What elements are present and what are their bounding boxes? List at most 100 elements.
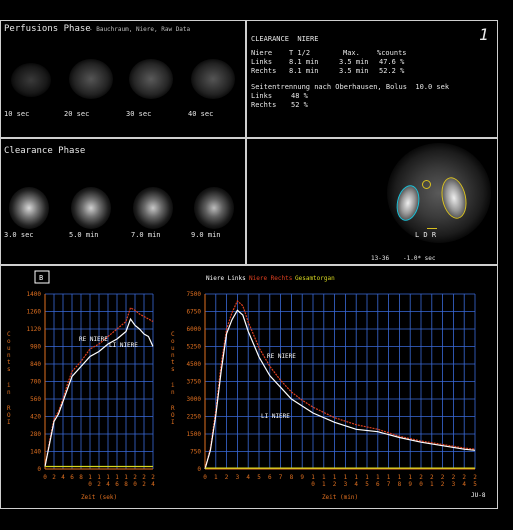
x-tick-label: 2	[441, 481, 445, 488]
x-tick-label: 1	[322, 481, 326, 488]
x-tick-label: 4	[61, 474, 65, 481]
x-tick-label: 1	[430, 481, 434, 488]
y-tick-label: 1500	[187, 431, 202, 438]
x-tick-label: 2	[452, 474, 456, 481]
x-tick-label: 6	[70, 474, 74, 481]
x-tick-label: 2	[333, 481, 337, 488]
series-line	[204, 300, 476, 470]
y-tick-label: 6000	[187, 326, 202, 333]
y-tick-label: 750	[190, 449, 201, 456]
x-tick-label: 2	[441, 474, 445, 481]
y-tick-label: 420	[30, 414, 41, 421]
x-tick-label: 1	[115, 474, 119, 481]
legend-rechts: Niere Rechts	[249, 275, 293, 282]
clearance-header: CLEARANCE NIERE	[251, 35, 319, 43]
x-tick-label: 0	[203, 474, 207, 481]
row-links-counts: 47.6 %	[379, 58, 405, 66]
x-tick-label: 1	[398, 474, 402, 481]
separation-links-label: Links	[251, 92, 273, 100]
clearance-image-4	[194, 187, 234, 229]
y-tick-label: 2250	[187, 414, 202, 421]
roi-panel: L D R 13-36 -1.0* sec	[246, 138, 498, 265]
curves-panel: B Niere Links Niere Rechts Gesamtorgan J…	[0, 265, 498, 509]
clearance-frame-label-3: 7.0 min	[131, 231, 161, 239]
footer-code: JU-8	[471, 492, 486, 499]
x-tick-label: 6	[268, 474, 272, 481]
x-tick-label: 1	[97, 474, 101, 481]
y-tick-label: 140	[30, 449, 41, 456]
y-tick-label: 280	[30, 431, 41, 438]
x-tick-label: 1	[322, 474, 326, 481]
y-tick-label: 1120	[27, 326, 42, 333]
x-tick-label: 8	[398, 481, 402, 488]
perfusion-image-4	[191, 59, 235, 99]
row-rechts-counts: 52.2 %	[379, 67, 405, 75]
y-tick-label: 7500	[187, 291, 202, 298]
roi-footer-right: -1.0* sec	[403, 255, 436, 262]
row-rechts-label: Rechts	[251, 67, 277, 75]
y-tick-label: 0	[197, 466, 201, 473]
row-links-t12: 8.1 min	[289, 58, 319, 66]
x-tick-label: 0	[133, 481, 137, 488]
page-number: 1	[479, 25, 489, 44]
x-tick-label: 2	[133, 474, 137, 481]
perfusion-image-1	[11, 63, 51, 97]
x-tick-label: 0	[419, 481, 423, 488]
x-tick-label: 9	[300, 474, 304, 481]
x-tick-label: 1	[106, 474, 110, 481]
x-tick-label: 2	[419, 474, 423, 481]
y-tick-label: 1400	[27, 291, 42, 298]
separation-rechts-value: 52 %	[291, 101, 308, 109]
col-header-counts: %counts	[377, 49, 407, 57]
separation-rechts-label: Rechts	[251, 101, 277, 109]
x-tick-label: 1	[333, 474, 337, 481]
x-tick-label: 9	[408, 481, 412, 488]
x-tick-label: 2	[151, 474, 155, 481]
x-tick-label: 8	[79, 474, 83, 481]
clearance-image-2	[71, 187, 111, 229]
x-tick-label: 4	[151, 481, 155, 488]
x-tick-label: 7	[387, 481, 391, 488]
x-tick-label: 1	[214, 474, 218, 481]
x-tick-label: 3	[344, 481, 348, 488]
x-tick-label: 3	[236, 474, 240, 481]
clearance-frame-label-2: 5.0 min	[69, 231, 99, 239]
x-tick-label: 4	[462, 481, 466, 488]
legend-gesamt: Gesamtorgan	[295, 275, 335, 282]
separation-title: Seitentrennung nach Oberhausen, Bolus 10…	[251, 83, 450, 91]
curve-annotation: LI NIERE	[261, 413, 290, 420]
y-tick-label: 0	[37, 466, 41, 473]
x-tick-label: 5	[365, 481, 369, 488]
clearance-chart: 0 1 2 3 4 5 6 7 8 9 101112131415161718192021222324…	[171, 291, 477, 501]
series-line	[44, 317, 154, 467]
curve-annotation: RE NIERE	[79, 336, 108, 343]
row-rechts-t12: 8.1 min	[289, 67, 319, 75]
series-line	[44, 306, 154, 467]
y-tick-label: 4500	[187, 361, 202, 368]
x-tick-label: 1	[408, 474, 412, 481]
x-tick-label: 0	[311, 481, 315, 488]
x-tick-label: 1	[354, 474, 358, 481]
y-tick-label: 5250	[187, 344, 202, 351]
x-axis-label: Zeit (min)	[322, 494, 358, 501]
x-tick-label: 1	[376, 474, 380, 481]
curve-annotation: RE NIERE	[267, 353, 296, 360]
perfusion-frame-label-3: 30 sec	[126, 110, 152, 118]
y-tick-label: 6750	[187, 309, 202, 316]
clearance-info-panel: CLEARANCE NIERE 1 Niere T 1/2 Max. %coun…	[246, 20, 498, 138]
perfusion-chart: 0 2 4 6 8 10121416182022240140280420560700840…	[7, 291, 155, 501]
x-tick-label: 1	[311, 474, 315, 481]
top-strip	[0, 0, 513, 20]
curve-annotation: LI NIERE	[109, 342, 138, 349]
perfusion-frame-label-2: 20 sec	[64, 110, 90, 118]
row-rechts-max: 3.5 min	[339, 67, 369, 75]
perfusion-subtitle: - Bauchraum, Niere, Raw Data	[89, 26, 191, 33]
curves-svg: B Niere Links Niere Rechts Gesamtorgan J…	[7, 270, 486, 501]
y-tick-label: 980	[30, 344, 41, 351]
y-tick-label: 840	[30, 361, 41, 368]
perfusion-frame-label-4: 40 sec	[188, 110, 214, 118]
x-tick-label: 8	[124, 481, 128, 488]
x-tick-label: 2	[430, 474, 434, 481]
row-links-label: Links	[251, 58, 273, 66]
